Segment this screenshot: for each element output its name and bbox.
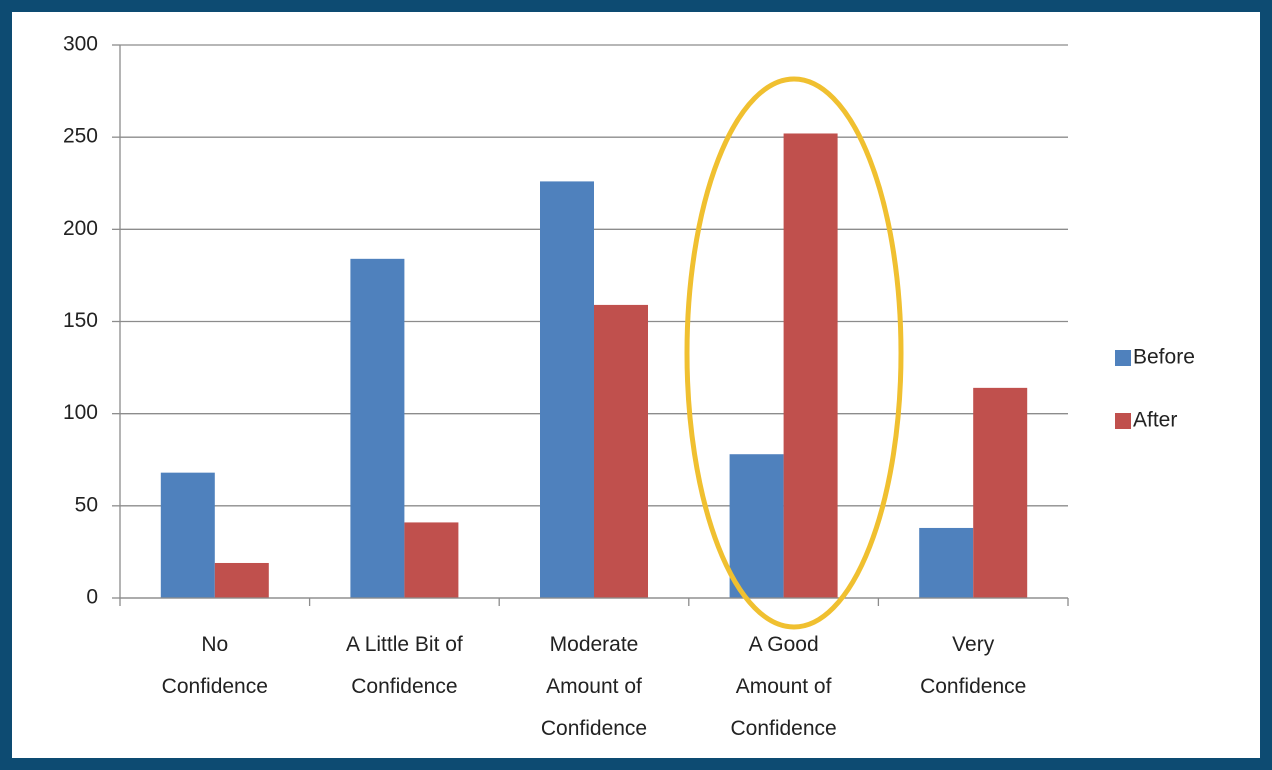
- bar: [540, 181, 594, 598]
- legend-swatch: [1115, 413, 1131, 429]
- bar: [729, 454, 784, 598]
- x-tick-label: A Little Bit of Confidence: [346, 633, 463, 698]
- bar: [919, 527, 974, 598]
- y-tick-label: 100: [63, 401, 98, 424]
- y-tick-label: 200: [63, 217, 98, 240]
- highlight-ellipse: [684, 76, 904, 630]
- bar: [350, 258, 405, 598]
- bar: [404, 522, 459, 598]
- y-tick-label: 250: [63, 125, 98, 148]
- y-tick-label: 150: [63, 309, 98, 332]
- legend-label: After: [1133, 409, 1177, 432]
- y-tick-label: 300: [63, 33, 98, 56]
- bar: [160, 472, 215, 598]
- x-tick-label: Moderate Amount of Confidence: [540, 633, 648, 740]
- legend-label: Before: [1133, 346, 1195, 369]
- x-tick-label: No Confidence: [161, 633, 268, 698]
- y-tick-label: 50: [75, 493, 98, 516]
- bar: [973, 387, 1028, 598]
- bar: [783, 133, 838, 598]
- bar: [594, 304, 648, 598]
- x-tick-label: Very Confidence: [920, 633, 1027, 698]
- x-tick-label: A Good Amount of Confidence: [730, 633, 837, 740]
- chart-area: 0 50 100 150 200 250 300 Before After No Confide…: [12, 12, 1260, 758]
- chart: 0 50 100 150 200 250 300 Before After: [63, 33, 1195, 630]
- bar: [214, 562, 269, 598]
- y-tick-label: 0: [86, 586, 98, 609]
- legend-swatch: [1115, 350, 1131, 366]
